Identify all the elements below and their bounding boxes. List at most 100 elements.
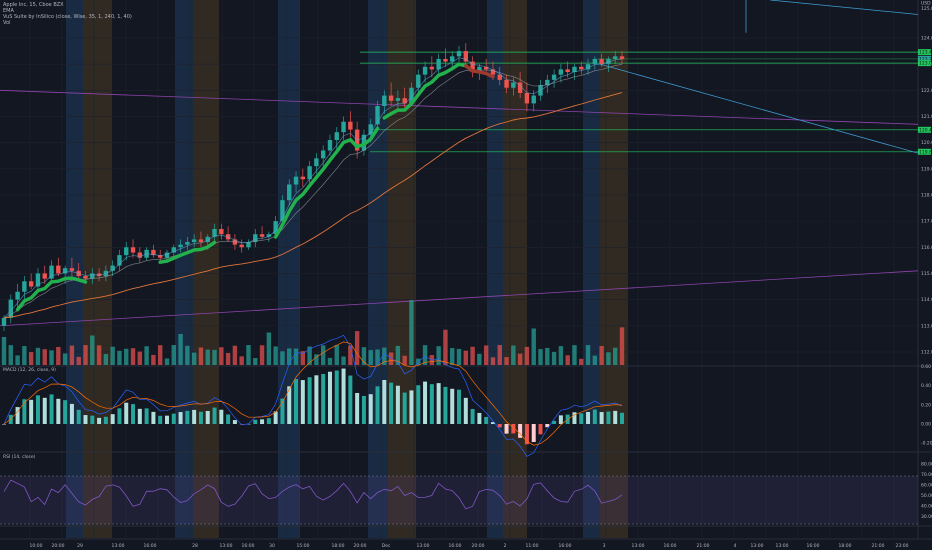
macd-tick-label: 0.60 [921, 364, 931, 370]
candle-body [164, 252, 170, 258]
macd-histogram-bar [69, 403, 74, 424]
volume-bar [606, 352, 611, 365]
volume-bar [497, 345, 502, 365]
candle-body [443, 58, 448, 62]
price-tag [918, 126, 931, 133]
price-tick-label: 121.00 [921, 114, 932, 120]
volume-bar [551, 351, 557, 365]
volume-bar [253, 358, 258, 365]
price-tick-label: 117.00 [921, 219, 932, 225]
macd-histogram-bar [484, 417, 489, 424]
macd-histogram-bar [110, 414, 115, 424]
rsi-tick-label: 40.00 [921, 504, 932, 510]
price-tick-label: 113.00 [921, 323, 932, 329]
volume-bar [361, 347, 367, 365]
candle-body [606, 58, 611, 65]
candle-body [341, 121, 346, 133]
macd-histogram-bar [280, 398, 285, 424]
time-tick-label: 21:00 [872, 543, 885, 549]
macd-histogram-bar [545, 424, 550, 428]
macd-histogram-bar [490, 422, 495, 424]
candle-body [592, 58, 598, 65]
candle-body [15, 291, 20, 300]
candle-body [137, 252, 143, 258]
candle-body [8, 299, 13, 318]
candle-body [1, 317, 7, 326]
price-tag-label: 120.49 [919, 127, 932, 133]
time-tick-label: 13:00 [417, 543, 430, 549]
macd-histogram-bar [579, 413, 584, 424]
volume-bar [293, 348, 299, 365]
volume-bar [103, 353, 109, 365]
trend-band [436, 62, 468, 78]
macd-histogram-bar [470, 409, 475, 424]
macd-histogram-bar [287, 386, 292, 424]
candle-body [368, 124, 373, 135]
volume-bar [463, 350, 469, 365]
volume-bar [280, 351, 285, 365]
macd-histogram-bar [226, 414, 231, 424]
macd-histogram-bar [164, 415, 169, 424]
candle-body [205, 236, 210, 243]
candle-body [157, 255, 163, 258]
rsi-legend[interactable]: RSI (14, close) [3, 455, 36, 460]
macd-histogram-bar [606, 411, 611, 424]
price-tick-label: 114.00 [921, 297, 932, 303]
volume-bar [565, 355, 570, 365]
candle-body [382, 95, 387, 107]
price-tick-label: 116.00 [921, 245, 932, 251]
macd-histogram-bar [402, 392, 407, 424]
time-tick-label: 13:00 [632, 543, 645, 549]
macd-histogram-bar [355, 392, 360, 424]
symbol-line[interactable]: Apple Inc, 15, Cboe BZX [3, 2, 64, 8]
indicator-vol[interactable]: Vol [3, 20, 11, 26]
macd-signal-line [3, 341, 623, 446]
candle-body [545, 79, 550, 86]
indicator-vus[interactable]: VuS Suite by InSilico (close, Wise, 35, … [3, 14, 132, 20]
macd-legend[interactable]: MACD (12, 26, close, 9) [3, 368, 56, 373]
macd-histogram-bar [76, 409, 81, 424]
candle-body [463, 51, 469, 62]
volume-bar [585, 345, 591, 365]
rsi-tick-label: 30.00 [921, 514, 932, 520]
candle-body [239, 244, 244, 248]
candle-body [314, 158, 319, 167]
indicator-ema[interactable]: EMA [3, 8, 14, 14]
candle-body [110, 265, 115, 271]
volume-bar [382, 347, 387, 365]
candle-body [178, 244, 183, 248]
time-tick-label: Dec [382, 543, 391, 549]
candle-body [497, 74, 502, 80]
volume-bar [450, 348, 455, 365]
macd-histogram-bar [266, 418, 271, 424]
time-tick-label: 10:00 [30, 543, 43, 549]
volume-bar [35, 347, 41, 365]
volume-bar [1, 337, 7, 365]
volume-bar [225, 352, 231, 365]
volume-bar [619, 327, 625, 365]
candle-body [198, 239, 204, 243]
candle-body [212, 228, 217, 237]
candle-body [490, 69, 496, 75]
volume-bar [579, 358, 584, 365]
macd-histogram-bar [552, 420, 557, 424]
ema-fast-line [3, 64, 623, 319]
price-tick-label: 118.00 [921, 192, 932, 198]
volume-bar [239, 356, 244, 365]
macd-histogram-bar [15, 407, 20, 424]
macd-histogram-bar [572, 412, 577, 424]
volume-bar [22, 346, 27, 365]
macd-histogram-bar [321, 373, 326, 424]
time-tick-label: 16:00 [242, 543, 255, 549]
volume-bar [599, 345, 604, 365]
volume-bar [422, 345, 428, 365]
chart-legend: Apple Inc, 15, Cboe BZX EMA VuS Suite by… [3, 2, 132, 26]
macd-histogram-bar [90, 415, 95, 424]
volume-bar [307, 346, 312, 365]
volume-bar [348, 345, 353, 365]
time-tick-label: 20:00 [354, 543, 367, 549]
price-tick-label: 122.00 [921, 88, 932, 94]
volume-bar [56, 346, 61, 365]
price-tag [918, 60, 931, 67]
